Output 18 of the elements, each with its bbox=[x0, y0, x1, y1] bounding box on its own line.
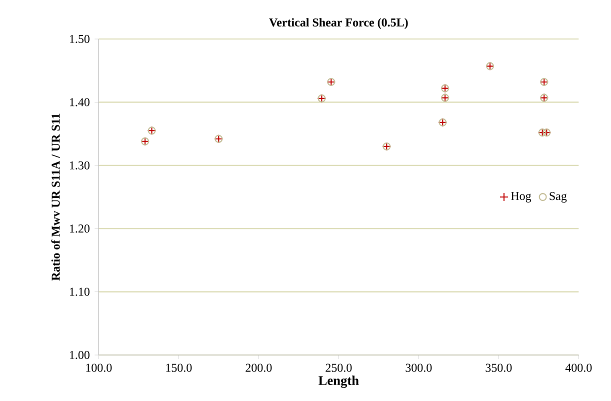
x-axis-title: Length bbox=[318, 376, 359, 388]
y-tick-label: 1.10 bbox=[70, 288, 90, 296]
y-tick-label: 1.30 bbox=[70, 161, 90, 170]
x-tick-label: 400.0 bbox=[565, 364, 592, 372]
x-tick-label: 100.0 bbox=[86, 364, 112, 372]
chart-title: Vertical Shear Force (0.5L) bbox=[269, 18, 408, 29]
y-tick-label: 1.50 bbox=[70, 34, 90, 44]
y-tick-label: 1.40 bbox=[70, 98, 90, 106]
legend-label: Hog bbox=[511, 192, 532, 203]
y-tick-label: 1.00 bbox=[70, 350, 90, 360]
legend-label: Sag bbox=[550, 192, 567, 203]
x-tick-label: 250.0 bbox=[326, 364, 352, 372]
y-axis-title: Ratio of Mwv UR S11A / UR S11 bbox=[51, 114, 60, 281]
x-tick-label: 350.0 bbox=[486, 364, 512, 372]
x-tick-label: 300.0 bbox=[406, 364, 432, 372]
y-tick-label: 1.20 bbox=[70, 224, 90, 233]
x-tick-label: 200.0 bbox=[246, 364, 272, 372]
x-tick-label: 150.0 bbox=[166, 364, 192, 372]
